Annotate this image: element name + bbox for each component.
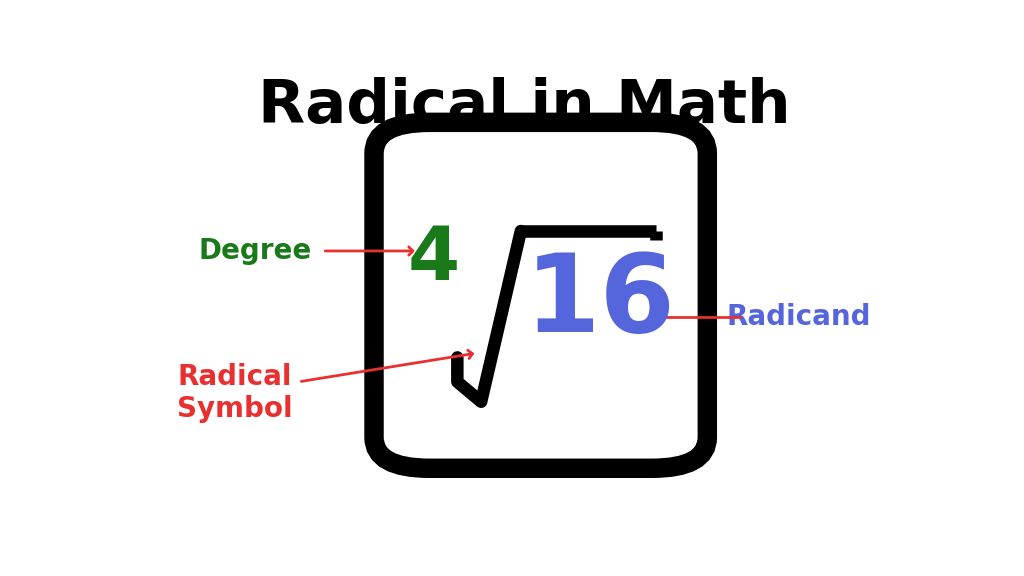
Text: Radical
Symbol: Radical Symbol [177, 363, 293, 423]
Text: Radical in Math: Radical in Math [258, 77, 792, 137]
Text: Degree: Degree [199, 237, 311, 265]
Text: 4: 4 [408, 223, 460, 296]
Text: Radicand: Radicand [726, 304, 870, 332]
FancyBboxPatch shape [374, 122, 708, 468]
Text: 16: 16 [524, 249, 676, 355]
